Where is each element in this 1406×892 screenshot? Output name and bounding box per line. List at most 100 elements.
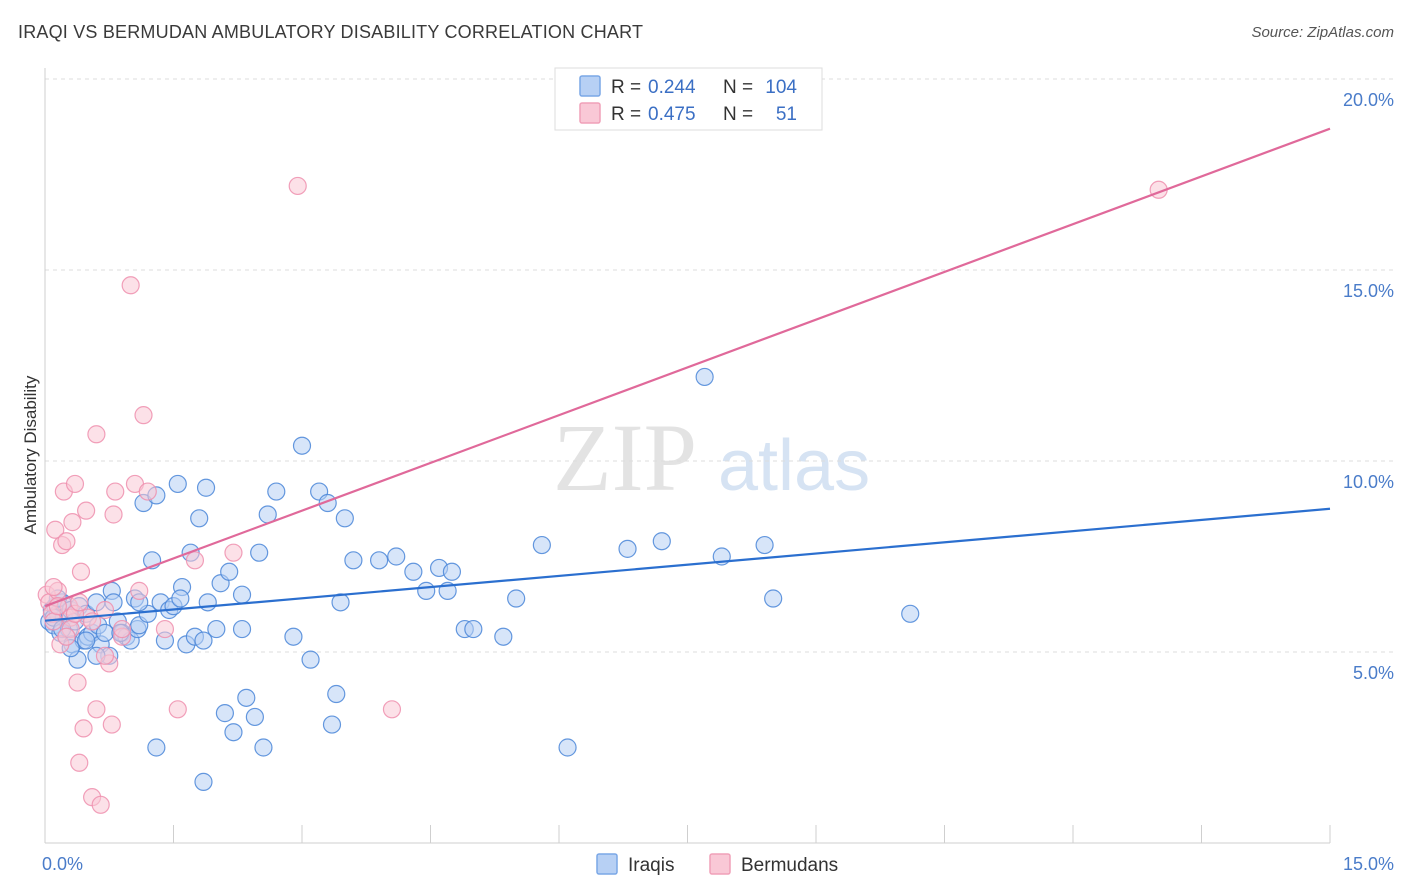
data-point [77, 501, 96, 520]
data-point [232, 619, 252, 639]
data-point [507, 589, 526, 608]
data-point [207, 619, 226, 639]
legend-bottom-label-bermudans: Bermudans [741, 855, 838, 876]
data-point [404, 562, 423, 581]
legend-r-value-iraqis: 0.244 [648, 77, 696, 98]
watermark-atlas: atlas [718, 426, 870, 506]
chart-source: Source: ZipAtlas.com [1251, 24, 1394, 41]
data-point [171, 589, 190, 608]
data-point [220, 562, 239, 581]
data-point [755, 535, 774, 555]
y-tick-label: 5.0% [1353, 663, 1394, 683]
data-point [232, 585, 252, 604]
data-point [70, 753, 89, 772]
data-point [57, 532, 76, 551]
data-point [168, 700, 187, 719]
data-point [322, 715, 342, 734]
trend-lines [44, 127, 1331, 622]
data-point [74, 719, 93, 738]
data-point [292, 436, 312, 455]
data-point [44, 577, 63, 597]
data-point [224, 723, 243, 742]
data-point [250, 543, 269, 562]
data-point [65, 474, 85, 494]
data-point [464, 619, 483, 639]
data-point [112, 619, 132, 639]
gridlines [45, 78, 1394, 653]
legend-n-value-bermudans: 51 [776, 104, 797, 125]
data-point [237, 688, 256, 707]
legend-n-label-iraqis: N = [723, 77, 753, 98]
data-point [442, 562, 462, 581]
data-point [618, 539, 637, 558]
data-point [68, 673, 87, 692]
data-point [194, 631, 213, 650]
data-point [57, 627, 76, 646]
legend-swatch-iraqis [579, 75, 601, 97]
data-point [764, 589, 783, 608]
data-point [387, 547, 406, 566]
trend-line-bermudans [44, 127, 1331, 608]
y-tick-label: 20.0% [1343, 90, 1394, 110]
data-point [901, 604, 920, 623]
data-points [37, 176, 1168, 814]
legend-bottom-label-iraqis: Iraqis [628, 855, 674, 876]
data-point [198, 593, 217, 612]
data-point [284, 627, 303, 646]
data-point [224, 543, 243, 562]
x-tick-label: 0.0% [42, 854, 83, 874]
legend-bottom-swatch-bermudans [709, 853, 731, 875]
legend-r-label-iraqis: R = [611, 77, 641, 98]
data-point [63, 513, 82, 532]
x-tick-label: 15.0% [1343, 854, 1394, 874]
data-point [344, 551, 363, 570]
legend-item-iraqis: R = 0.244 N = 104 [579, 75, 797, 98]
data-point [382, 700, 402, 719]
data-point [194, 772, 213, 791]
data-point [267, 482, 286, 501]
data-point [652, 532, 671, 551]
data-point [95, 646, 115, 665]
y-axis-label: Ambulatory Disability [21, 375, 40, 534]
trend-line-iraqis [44, 507, 1331, 622]
y-tick-label: 10.0% [1343, 472, 1394, 492]
data-point [46, 520, 65, 539]
data-point [190, 509, 209, 528]
data-point [327, 684, 346, 704]
data-point [254, 738, 273, 757]
data-point [147, 738, 166, 757]
data-point [168, 474, 187, 494]
data-point [196, 478, 216, 497]
legend-n-value-iraqis: 104 [765, 77, 797, 98]
legend-bottom-swatch-iraqis [596, 853, 618, 875]
legend-bottom: Iraqis Bermudans [596, 853, 838, 876]
data-point [104, 505, 123, 524]
data-point [288, 176, 307, 196]
data-point [121, 276, 140, 295]
legend-swatch-bermudans [579, 102, 601, 124]
data-point [245, 707, 264, 727]
data-point [138, 482, 157, 501]
data-point [130, 581, 149, 600]
chart-title: IRAQI VS BERMUDAN AMBULATORY DISABILITY … [18, 22, 644, 42]
legend-r-value-bermudans: 0.475 [648, 104, 696, 125]
data-point [494, 627, 513, 646]
data-point [102, 715, 121, 734]
data-point [87, 425, 106, 444]
data-point [335, 509, 354, 528]
data-point [71, 562, 91, 581]
watermark-zip: ZIP [553, 404, 697, 511]
data-point [417, 581, 436, 600]
axes: 5.0% 10.0% 15.0% 20.0% 0.0% 15.0% [42, 68, 1394, 874]
legend-top: R = 0.244 N = 104 R = 0.475 N = 51 [554, 67, 823, 131]
legend-item-bermudans: R = 0.475 N = 51 [579, 102, 797, 125]
data-point [91, 795, 110, 814]
legend-r-label-bermudans: R = [611, 104, 641, 125]
legend-n-label-bermudans: N = [723, 104, 753, 125]
series-bermudans [37, 176, 1168, 814]
data-point [185, 551, 205, 570]
data-point [558, 738, 577, 757]
data-point [301, 650, 320, 669]
data-point [370, 551, 389, 570]
